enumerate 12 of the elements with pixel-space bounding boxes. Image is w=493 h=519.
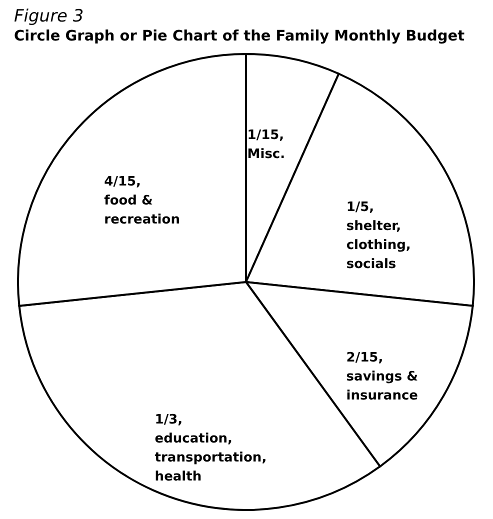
slice-label: Misc. [247,146,286,162]
data-label: 1/15, [247,128,284,143]
data-label: 1/5, [346,200,374,215]
slice-label: food & recreation [104,193,180,228]
slice-label: education, transportation, health [154,431,267,484]
slice-label: shelter, clothing, socials [346,218,411,272]
data-label: 2/15, [346,350,384,366]
data-label: 1/3, [154,412,183,428]
chart-title: Circle Graph or Pie Chart of the Family Monthly Budget [14,28,465,44]
data-label: 4/15, [104,174,141,190]
chart-subtitle: Figure 3 [14,6,84,26]
slice-label: savings & insurance [346,369,418,404]
